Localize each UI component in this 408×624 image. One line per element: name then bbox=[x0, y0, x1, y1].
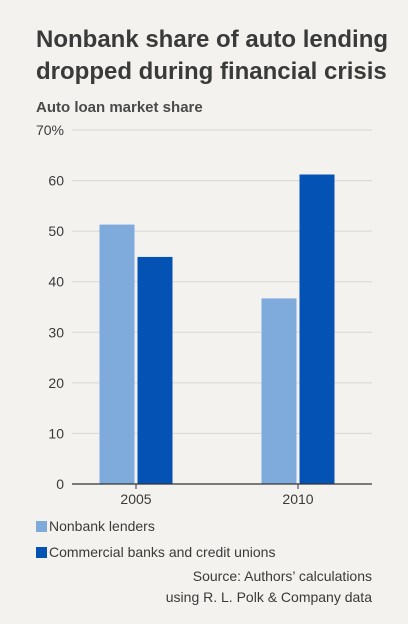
y-tick-label-1: 10 bbox=[48, 425, 64, 441]
bar-nonbank-2010 bbox=[261, 298, 297, 484]
chart-title-line-2: dropped during financial crisis bbox=[36, 58, 387, 85]
y-tick-label-6: 60 bbox=[48, 173, 64, 189]
chart-title: Nonbank share of auto lending dropped du… bbox=[36, 24, 396, 88]
bar-nonbank-2005 bbox=[99, 224, 135, 484]
source-line-2: using R. L. Polk & Company data bbox=[165, 589, 372, 605]
x-tick-label-2005: 2005 bbox=[120, 491, 151, 507]
source-line-1: Source: Authors’ calculations bbox=[192, 568, 372, 584]
chart-title-line-1: Nonbank share of auto lending bbox=[36, 26, 389, 53]
y-tick-label-7: 70% bbox=[36, 122, 64, 138]
y-tick-label-2: 20 bbox=[48, 375, 64, 391]
legend-swatch-nonbank bbox=[36, 520, 47, 532]
x-tick-label-2010: 2010 bbox=[282, 491, 313, 507]
legend-item-nonbank: Nonbank lenders bbox=[36, 513, 275, 539]
bar-banks-2010 bbox=[299, 174, 335, 484]
y-tick-label-3: 30 bbox=[48, 324, 64, 340]
y-axis-label: Auto loan market share bbox=[36, 99, 203, 116]
legend-item-banks: Commercial banks and credit unions bbox=[36, 539, 275, 565]
legend: Nonbank lenders Commercial banks and cre… bbox=[36, 513, 275, 565]
legend-swatch-banks bbox=[36, 546, 47, 558]
y-tick-label-4: 40 bbox=[48, 274, 64, 290]
y-tick-label-0: 0 bbox=[56, 476, 64, 492]
bar-banks-2005 bbox=[137, 256, 173, 484]
y-tick-label-5: 50 bbox=[48, 223, 64, 239]
legend-label-nonbank: Nonbank lenders bbox=[49, 518, 155, 534]
source-note: Source: Authors’ calculations using R. L… bbox=[166, 566, 372, 608]
legend-label-banks: Commercial banks and credit unions bbox=[49, 544, 276, 560]
